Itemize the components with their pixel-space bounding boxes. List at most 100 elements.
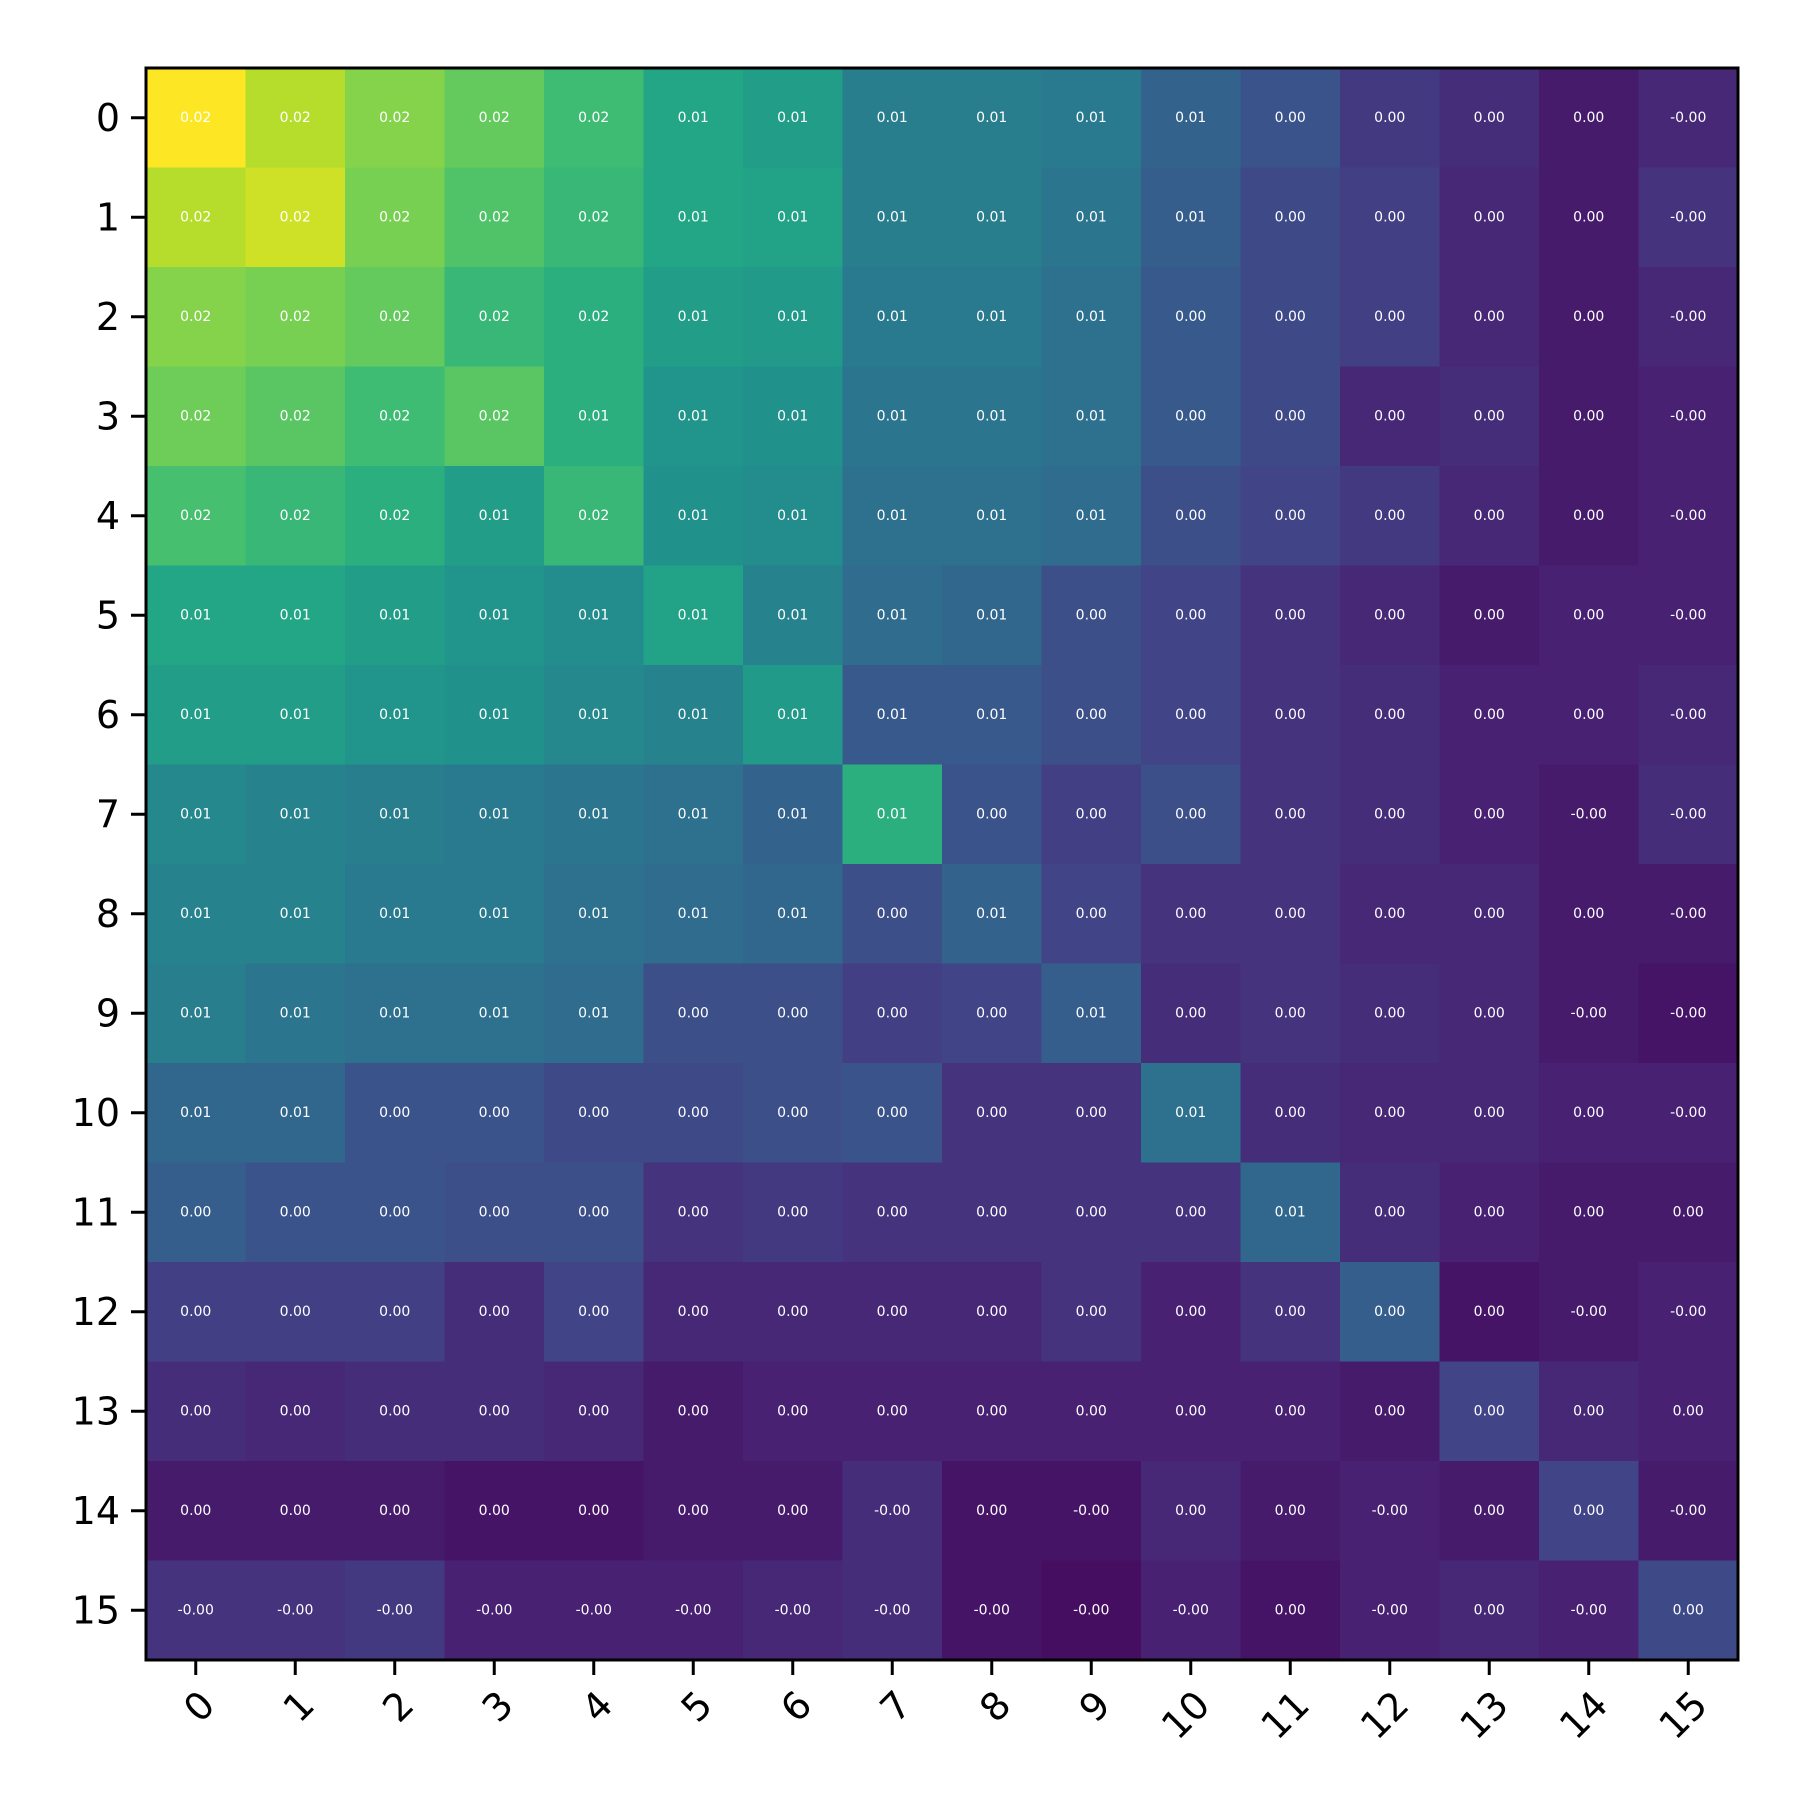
cell-value-label: -0.00 (1372, 1503, 1408, 1519)
cell-value-label: 0.01 (1076, 1005, 1107, 1021)
heatmap-cell (1141, 864, 1242, 965)
heatmap-cell (345, 1063, 446, 1164)
cell-value-label: -0.00 (1670, 1304, 1706, 1320)
cell-value-label: 0.00 (877, 906, 908, 922)
heatmap-cell (544, 665, 645, 766)
cell-value-label: 0.02 (379, 408, 410, 424)
cell-value-label: 0.01 (1175, 1105, 1206, 1121)
y-tick-label: 8 (96, 892, 120, 936)
heatmap-cell (146, 366, 247, 467)
heatmap-cell (544, 1063, 645, 1164)
heatmap-cell (743, 1560, 844, 1661)
heatmap-cell (345, 68, 446, 169)
cell-value-label: 0.01 (180, 906, 211, 922)
heatmap-cell (1041, 963, 1142, 1064)
cell-value-label: 0.01 (877, 707, 908, 723)
cell-value-label: 0.01 (777, 408, 808, 424)
y-tick-label: 13 (72, 1389, 120, 1433)
cell-value-label: 0.00 (976, 1503, 1007, 1519)
cell-value-label: -0.00 (974, 1602, 1010, 1618)
heatmap-cell (146, 1262, 247, 1363)
cell-value-label: 0.01 (1076, 408, 1107, 424)
heatmap-cell (245, 963, 346, 1064)
heatmap-cell (146, 665, 247, 766)
cell-value-label: 0.02 (180, 508, 211, 524)
cell-value-label: 0.01 (1175, 209, 1206, 225)
x-tick-label: 11 (1252, 1682, 1317, 1747)
cell-value-label: 0.01 (379, 707, 410, 723)
cell-value-label: -0.00 (874, 1503, 910, 1519)
cell-value-label: 0.01 (379, 1005, 410, 1021)
cell-value-label: 0.00 (479, 1503, 510, 1519)
cell-value-label: 0.02 (479, 110, 510, 126)
cell-value-label: 0.01 (379, 607, 410, 623)
cell-value-label: 0.01 (578, 707, 609, 723)
heatmap-cell (1141, 764, 1242, 865)
heatmap-cell (345, 1461, 446, 1562)
cell-value-label: 0.00 (1573, 110, 1604, 126)
heatmap-cell (1141, 963, 1242, 1064)
heatmap-cell (146, 1063, 247, 1164)
cell-value-label: 0.02 (280, 110, 311, 126)
heatmap-cell (245, 1361, 346, 1462)
cell-value-label: 0.00 (1374, 209, 1405, 225)
cell-value-label: 0.01 (479, 1005, 510, 1021)
heatmap-cell (1638, 466, 1739, 567)
heatmap-cell (1041, 68, 1142, 169)
cell-value-label: 0.02 (280, 309, 311, 325)
heatmap-cell (1439, 1262, 1540, 1363)
heatmap-cell (444, 565, 545, 666)
y-tick-label: 3 (96, 394, 120, 438)
heatmap-cell (842, 665, 943, 766)
cell-value-label: 0.00 (578, 1304, 609, 1320)
y-tick-label: 9 (96, 991, 120, 1035)
heatmap-cell (245, 565, 346, 666)
heatmap-cell (1439, 366, 1540, 467)
heatmap-cell (1141, 1461, 1242, 1562)
cell-value-label: 0.01 (1275, 1204, 1306, 1220)
heatmap-cell (245, 466, 346, 567)
cell-value-label: -0.00 (1670, 1503, 1706, 1519)
cell-value-label: 0.00 (1573, 1204, 1604, 1220)
cell-value-label: -0.00 (1670, 209, 1706, 225)
heatmap-cell (1041, 1461, 1142, 1562)
cell-value-label: 0.00 (180, 1204, 211, 1220)
heatmap-cell (1638, 1162, 1739, 1263)
x-tick-label: 3 (474, 1682, 522, 1730)
y-tick-label: 7 (96, 792, 120, 836)
heatmap-cell (146, 864, 247, 965)
cell-value-label: 0.00 (280, 1204, 311, 1220)
heatmap-cell (1340, 1162, 1441, 1263)
heatmap-cell (643, 764, 744, 865)
heatmap-cell (743, 366, 844, 467)
heatmap-cell (1340, 864, 1441, 965)
cell-value-label: 0.01 (1175, 110, 1206, 126)
cell-value-label: 0.00 (777, 1503, 808, 1519)
x-tick-label: 13 (1451, 1682, 1516, 1747)
heatmap-cell (1340, 1361, 1441, 1462)
heatmap-cell (1539, 1063, 1640, 1164)
heatmap-cell (1340, 68, 1441, 169)
heatmap-cell (942, 1461, 1043, 1562)
cell-value-label: 0.02 (379, 508, 410, 524)
cell-value-label: 0.01 (877, 309, 908, 325)
heatmap-cell (1240, 1063, 1341, 1164)
heatmap-cell (1539, 565, 1640, 666)
cell-value-label: 0.01 (976, 707, 1007, 723)
heatmap-cell (942, 466, 1043, 567)
cell-value-label: 0.00 (1175, 408, 1206, 424)
cell-value-label: 0.00 (578, 1503, 609, 1519)
heatmap-cell (444, 366, 545, 467)
heatmap-cell (1340, 963, 1441, 1064)
heatmap-cell (1638, 68, 1739, 169)
heatmap-cell (245, 267, 346, 368)
heatmap-cell (842, 68, 943, 169)
heatmap-cell (345, 1560, 446, 1661)
cell-value-label: 0.00 (1474, 309, 1505, 325)
heatmap-cell (1041, 167, 1142, 268)
y-tick-label: 11 (72, 1190, 120, 1234)
cell-value-label: 0.00 (1275, 607, 1306, 623)
heatmap-cell (1240, 963, 1341, 1064)
heatmap-cell (842, 1162, 943, 1263)
